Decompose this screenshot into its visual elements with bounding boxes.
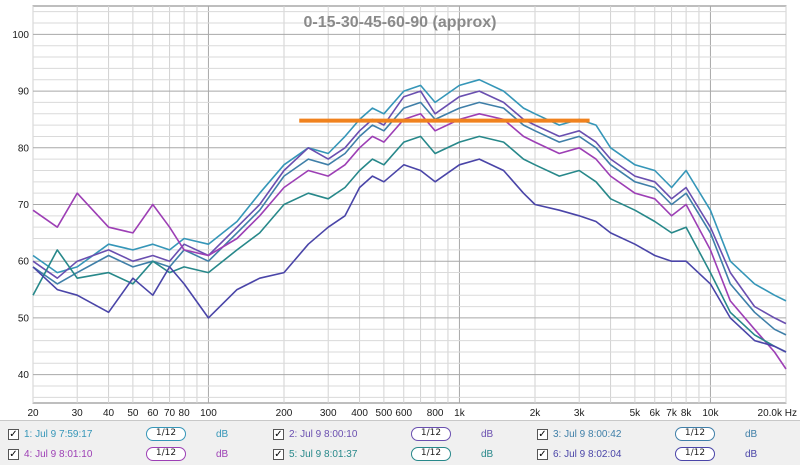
chart-title: 0-15-30-45-60-90 (approx) [304, 14, 497, 31]
legend-item-4[interactable]: ✓ 4: Jul 9 8:01:10 1/12 dB [8, 445, 236, 463]
smoothing-badge[interactable]: 1/12 [146, 427, 186, 441]
x-tick-label: 2k [530, 408, 542, 419]
smoothing-badge[interactable]: 1/12 [675, 447, 715, 461]
checkbox-icon[interactable]: ✓ [8, 448, 19, 460]
legend-label: 5: Jul 9 8:01:37 [289, 448, 358, 460]
y-tick-label: 40 [18, 370, 30, 381]
checkbox-icon[interactable]: ✓ [273, 428, 284, 440]
checkbox-icon[interactable]: ✓ [537, 448, 548, 460]
x-tick-label: 10k [702, 408, 719, 419]
x-tick-label: 100 [200, 408, 217, 419]
series-line-1 [32, 78, 787, 302]
x-tick-label: 5k [630, 408, 642, 419]
y-tick-label: 70 [18, 200, 30, 211]
y-tick-label: 60 [18, 257, 30, 268]
x-tick-label: 60 [147, 408, 159, 419]
x-tick-label: 1k [454, 408, 466, 419]
x-tick-label: 500 [376, 408, 393, 419]
legend-item-3[interactable]: ✓ 3: Jul 9 8:00:42 1/12 dB [537, 425, 765, 443]
legend-label: 1: Jul 9 7:59:17 [24, 428, 93, 440]
x-tick-label: 300 [320, 408, 337, 419]
legend-label: 6: Jul 9 8:02:04 [553, 448, 622, 460]
x-tick-label: 8k [681, 408, 693, 419]
x-tick-label: 50 [127, 408, 139, 419]
x-tick-label: 30 [72, 408, 84, 419]
series-line-2 [32, 90, 787, 325]
chart-area: 40 50 60 70 80 90 100 20 30 40 50 60 70 80 100 200 300 40… [12, 5, 797, 419]
series-line-3 [32, 101, 787, 336]
legend-panel: ✓ 1: Jul 9 7:59:17 1/12 dB ✓ 2: Jul 9 8:… [0, 420, 800, 465]
x-tick-label: 40 [103, 408, 115, 419]
x-tick-label: 20 [27, 408, 39, 419]
y-tick-label: 80 [18, 143, 30, 154]
series-line-4 [32, 113, 787, 370]
series-line-6 [32, 158, 787, 353]
grid [32, 5, 787, 404]
x-tick-label: 800 [427, 408, 444, 419]
x-tick-label: 20.0k Hz [758, 408, 797, 419]
legend-item-2[interactable]: ✓ 2: Jul 9 8:00:10 1/12 dB [273, 425, 501, 443]
unit-label: dB [745, 448, 758, 460]
x-tick-label: 600 [395, 408, 412, 419]
smoothing-badge[interactable]: 1/12 [146, 447, 186, 461]
smoothing-badge[interactable]: 1/12 [411, 427, 451, 441]
unit-label: dB [745, 428, 758, 440]
legend-item-5[interactable]: ✓ 5: Jul 9 8:01:37 1/12 dB [273, 445, 501, 463]
legend-item-6[interactable]: ✓ 6: Jul 9 8:02:04 1/12 dB [537, 445, 765, 463]
checkbox-icon[interactable]: ✓ [537, 428, 548, 440]
unit-label: dB [481, 448, 494, 460]
checkbox-icon[interactable]: ✓ [8, 428, 19, 440]
legend-label: 3: Jul 9 8:00:42 [553, 428, 622, 440]
unit-label: dB [216, 428, 229, 440]
x-tick-label: 7k [666, 408, 678, 419]
y-tick-label: 100 [12, 30, 29, 41]
legend-label: 2: Jul 9 8:00:10 [289, 428, 358, 440]
y-tick-label: 50 [18, 313, 30, 324]
smoothing-badge[interactable]: 1/12 [411, 447, 451, 461]
smoothing-badge[interactable]: 1/12 [675, 427, 715, 441]
legend-item-1[interactable]: ✓ 1: Jul 9 7:59:17 1/12 dB [8, 425, 236, 443]
x-tick-label: 6k [649, 408, 661, 419]
x-tick-label: 70 [164, 408, 176, 419]
x-tick-label: 80 [179, 408, 191, 419]
x-tick-label: 3k [574, 408, 586, 419]
checkbox-icon[interactable]: ✓ [273, 448, 284, 460]
legend-label: 4: Jul 9 8:01:10 [24, 448, 93, 460]
unit-label: dB [216, 448, 229, 460]
unit-label: dB [481, 428, 494, 440]
y-tick-label: 90 [18, 87, 30, 98]
series-layer [32, 78, 787, 370]
series-line-5 [32, 135, 787, 353]
x-tick-label: 200 [276, 408, 293, 419]
x-tick-label: 400 [351, 408, 368, 419]
